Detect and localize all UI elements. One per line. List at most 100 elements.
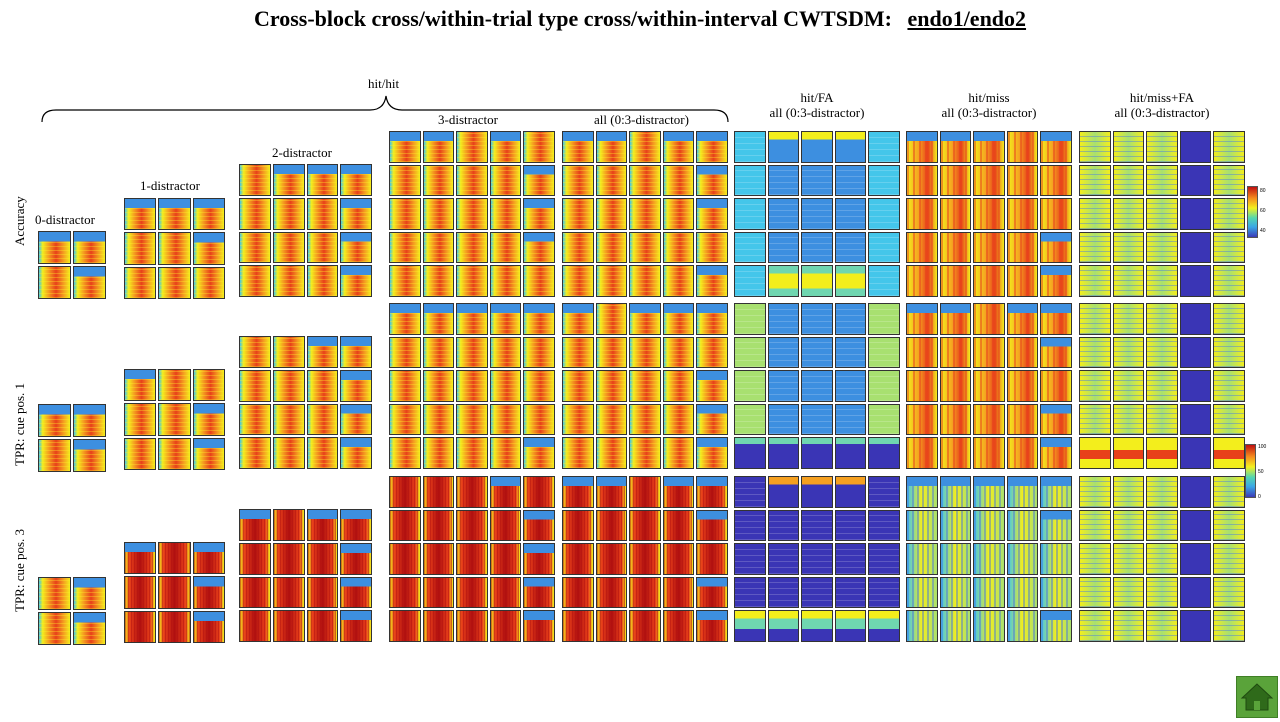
heatmap-cell [696,610,728,642]
heatmap-cell [489,576,522,609]
heatmap-cell [906,476,938,508]
accuracy-colorbar [1247,186,1258,238]
heatmap-cell [973,231,1005,264]
heatmap-cell [562,231,594,264]
heatmap-cell [973,509,1005,542]
heatmap-cell [868,543,900,575]
heatmap-cell [734,403,766,436]
heatmap-cell [1213,543,1245,575]
heatmap-cell [973,131,1005,163]
column-label-d1: 1-distractor [140,178,200,193]
heatmap-cell [489,131,522,163]
heatmap-cell [629,265,661,297]
heatmap-cell [906,336,938,369]
heatmap-cell [801,198,833,230]
heatmap-cell [489,403,522,436]
panel-missfa-tpr3 [1078,475,1246,643]
tpr-colorbar-tick: 100 [1258,444,1267,450]
heatmap-cell [523,231,555,264]
heatmap-cell [422,403,455,436]
heatmap-cell [523,437,555,469]
heatmap-cell [272,231,305,264]
heatmap-cell [801,370,833,402]
column-label-line: 1-distractor [140,178,200,193]
heatmap-cell [834,164,867,197]
heatmap-cell [767,610,800,642]
heatmap-cell [489,336,522,369]
heatmap-cell [696,543,728,575]
heatmap-cell [523,164,555,197]
home-button[interactable] [1236,676,1278,718]
heatmap-cell [73,439,106,472]
heatmap-cell [595,164,628,197]
heatmap-cell [1213,437,1245,469]
heatmap-cell [973,403,1005,436]
heatmap-cell [306,403,339,436]
heatmap-cell [38,577,71,610]
heatmap-cell [906,303,938,335]
column-label-line: hit/miss+FA [1129,90,1195,105]
accuracy-colorbar-tick: 40 [1260,228,1266,234]
heatmap-cell [523,198,555,230]
heatmap-cell [1213,131,1245,163]
title-link[interactable]: endo1/endo2 [907,6,1027,31]
heatmap-cell [868,198,900,230]
heatmap-cell [662,198,695,230]
heatmap-cell [389,164,421,197]
heatmap-cell [192,369,225,402]
heatmap-cell [696,370,728,402]
heatmap-cell [973,370,1005,402]
heatmap-cell [939,576,972,609]
heatmap-cell [834,198,867,230]
heatmap-cell [834,576,867,609]
heatmap-cell [1146,198,1178,230]
heatmap-cell [192,437,225,470]
heatmap-cell [734,231,766,264]
heatmap-cell [158,610,191,643]
heatmap-cell [629,336,661,369]
heatmap-cell [38,404,71,437]
heatmap-cell [734,610,766,642]
heatmap-cell [456,437,488,469]
heatmap-cell [1179,370,1212,402]
heatmap-cell [801,265,833,297]
heatmap-cell [1112,610,1145,642]
heatmap-cell [1079,265,1111,297]
column-label-fa: hit/FA all (0:3-distractor) [747,90,887,120]
heatmap-cell [340,509,372,541]
heatmap-cell [1179,437,1212,469]
heatmap-cell [801,403,833,436]
heatmap-cell [124,198,157,231]
heatmap-cell [1006,336,1039,369]
heatmap-cell [389,437,421,469]
heatmap-cell [306,197,339,230]
heatmap-cell [389,231,421,264]
heatmap-cell [629,437,661,469]
heatmap-cell [1112,509,1145,542]
heatmap-cell [767,370,800,402]
heatmap-cell [801,231,833,264]
heatmap-cell [456,610,488,642]
home-icon [1240,683,1274,711]
heatmap-cell [389,403,421,436]
heatmap-cell [1040,265,1072,297]
heatmap-cell [1213,164,1245,197]
heatmap-cell [834,509,867,542]
heatmap-cell [662,476,695,508]
heatmap-cell [834,303,867,335]
heatmap-cell [662,164,695,197]
heatmap-cell [734,265,766,297]
heatmap-cell [662,265,695,297]
heatmap-cell [767,336,800,369]
heatmap-cell [662,131,695,163]
heatmap-cell [868,476,900,508]
heatmap-cell [158,232,191,265]
heatmap-cell [1179,476,1212,508]
heatmap-cell [801,610,833,642]
heatmap-cell [306,265,339,297]
heatmap-cell [1040,509,1072,542]
heatmap-cell [562,131,594,163]
heatmap-cell [422,265,455,297]
heatmap-cell [562,370,594,402]
heatmap-cell [1079,231,1111,264]
